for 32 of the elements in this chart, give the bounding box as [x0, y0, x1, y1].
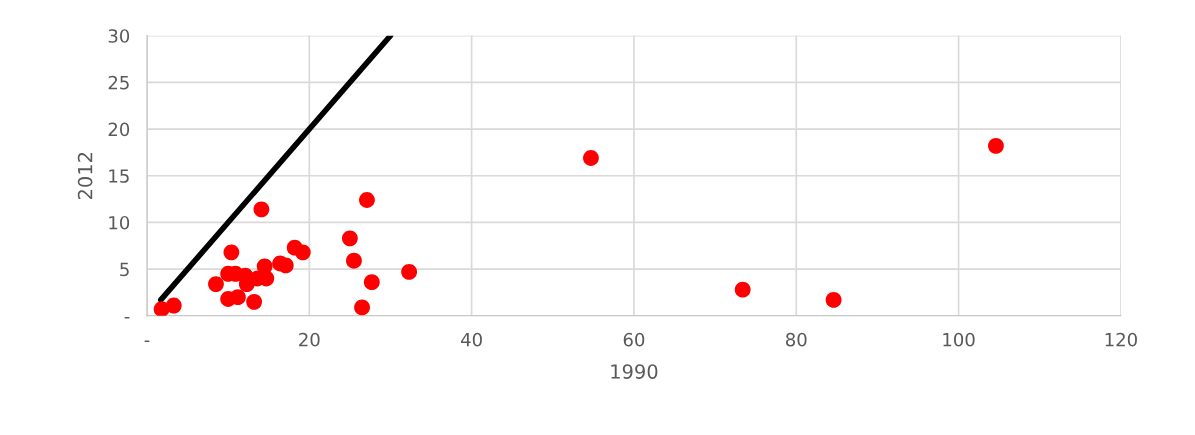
x-tick-label: 60: [623, 332, 645, 347]
point: [341, 230, 358, 247]
y-tick-label: 25: [108, 75, 129, 90]
point: [253, 201, 270, 218]
point: [825, 292, 842, 308]
point: [401, 264, 418, 280]
y-tick-label: 10: [109, 215, 130, 230]
x-tick-label: 100: [943, 332, 975, 347]
y-axis-title: 2012: [77, 152, 93, 200]
point: [988, 137, 1004, 154]
x-tick-label: 80: [786, 332, 807, 347]
point: [246, 293, 263, 310]
x-tick-label: 40: [461, 332, 482, 347]
y-tick-label: 5: [120, 262, 129, 277]
point: [346, 252, 362, 269]
point: [294, 244, 311, 261]
point: [363, 274, 380, 291]
y-tick-label: -: [124, 317, 130, 319]
point: [359, 192, 375, 208]
point: [165, 297, 182, 314]
y-tick-label: 15: [109, 169, 129, 183]
point: [583, 150, 599, 166]
x-axis-title: 1990: [611, 364, 658, 379]
y-tick-label: 30: [108, 29, 130, 43]
x-tick-label: 20: [299, 332, 320, 347]
point: [229, 289, 246, 306]
x-tick-label: 120: [1105, 332, 1137, 347]
y-tick-label: 20: [108, 122, 130, 137]
point: [734, 281, 751, 298]
point: [208, 276, 224, 292]
point: [223, 244, 240, 261]
point: [354, 299, 370, 316]
